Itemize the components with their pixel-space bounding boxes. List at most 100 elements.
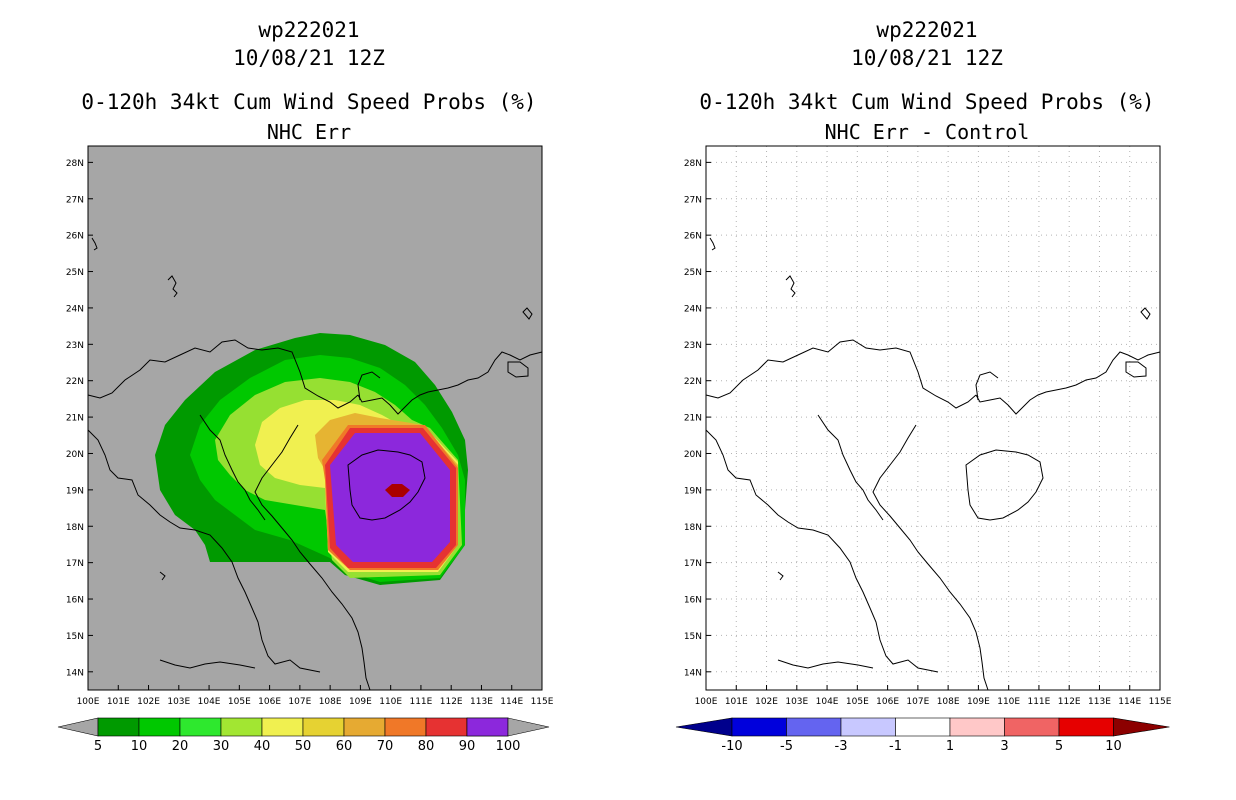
map-frame: [705, 145, 1161, 691]
colorbar-swatch: [1004, 717, 1060, 737]
lat-label: 23N: [684, 341, 702, 351]
probability-map: 28N 27N 26N 25N 24N 23N 22N 21N 20N 19N 18N 17N 16N 1…: [57, 145, 554, 754]
product-title: 0-120h 34kt Cum Wind Speed Probs (%): [699, 90, 1155, 114]
coastline-segment: [975, 371, 999, 401]
colorbar-underflow: [57, 717, 99, 737]
lon-label: 109E: [967, 697, 990, 707]
coastline-segment: [872, 424, 989, 691]
lat-label: 15N: [66, 632, 84, 642]
colorbar-overflow: [1113, 717, 1170, 737]
lat-label: 21N: [66, 414, 84, 424]
colorbar-swatch: [138, 717, 181, 737]
lat-label: 17N: [66, 559, 84, 569]
coastline-segment: [91, 237, 98, 251]
coastline-segment: [357, 351, 543, 415]
lat-label: 26N: [684, 232, 702, 242]
lat-label: 20N: [684, 450, 702, 460]
lat-label: 26N: [66, 232, 84, 242]
lat-label: 25N: [66, 268, 84, 278]
lat-label: 24N: [684, 304, 702, 314]
valid-time: 10/08/21 12Z: [233, 46, 385, 70]
lon-label: 106E: [876, 697, 899, 707]
colorbar-swatch: [302, 717, 345, 737]
coastline-segment: [167, 275, 178, 298]
lon-label: 108E: [319, 697, 342, 707]
lon-label: 109E: [349, 697, 372, 707]
coastline-segment: [1125, 361, 1147, 378]
contour-100: [330, 433, 450, 562]
lon-label: 115E: [1149, 697, 1172, 707]
colorbar-swatch: [179, 717, 222, 737]
lon-label: 104E: [816, 697, 839, 707]
colorbar-label: 30: [213, 739, 230, 754]
lat-label: 15N: [684, 632, 702, 642]
coastline-segment: [522, 307, 533, 320]
colorbar-swatch: [786, 717, 842, 737]
lat-label: 25N: [684, 268, 702, 278]
lat-label: 28N: [684, 159, 702, 169]
coastline-segment: [87, 339, 359, 409]
lon-label: 103E: [785, 697, 808, 707]
lat-label: 18N: [66, 523, 84, 533]
lon-label: 100E: [695, 697, 718, 707]
right-panel: wp222021 10/08/21 12Z 0-120h 34kt Cum Wi…: [618, 0, 1236, 800]
coastline-segment: [159, 659, 256, 669]
colorbar-label: 100: [496, 739, 521, 754]
lat-label: 21N: [684, 414, 702, 424]
coastline-segment: [87, 429, 321, 673]
colorbar-label: -3: [835, 739, 848, 754]
colorbar-label: 70: [377, 739, 394, 754]
colorbar-label: 5: [1055, 739, 1063, 754]
coastline-segment: [159, 571, 166, 581]
product-subtitle: NHC Err: [266, 120, 352, 144]
map-frame: [87, 145, 543, 691]
product-subtitle: NHC Err - Control: [824, 120, 1030, 144]
colorbar: 5 10 20 30 40 50 60 70 80 90 100: [57, 717, 550, 754]
colorbar-label: -10: [721, 739, 742, 754]
colorbar: -10 -5 -3 -1 1 3 5 10: [675, 717, 1170, 754]
product-title: 0-120h 34kt Cum Wind Speed Probs (%): [81, 90, 537, 114]
difference-map: 28N 27N 26N 25N 24N 23N 22N 21N 20N 19N 18N 17N 16N 1…: [675, 145, 1172, 754]
contour-peak: [385, 484, 410, 497]
lat-label: 28N: [66, 159, 84, 169]
axes: 28N 27N 26N 25N 24N 23N 22N 21N 20N 19N 18N 17N 16N 1…: [684, 159, 1172, 707]
map-background: [706, 146, 1160, 690]
lon-label: 105E: [846, 697, 869, 707]
storm-id: wp222021: [876, 18, 978, 42]
colorbar-overflow: [507, 717, 550, 737]
lat-label: 19N: [66, 486, 84, 496]
colorbar-swatch: [220, 717, 263, 737]
coastline-segment: [777, 659, 874, 669]
lat-label: 18N: [684, 523, 702, 533]
coastline-segment: [705, 429, 939, 673]
lat-label: 16N: [66, 596, 84, 606]
lon-label: 115E: [531, 697, 554, 707]
colorbar-swatch: [840, 717, 896, 737]
colorbar-underflow: [675, 717, 733, 737]
lat-label: 20N: [66, 450, 84, 460]
lon-label: 107E: [906, 697, 929, 707]
lat-label: 27N: [66, 195, 84, 205]
lat-label: 19N: [684, 486, 702, 496]
gridlines: [705, 146, 1161, 690]
axes: 28N 27N 26N 25N 24N 23N 22N 21N 20N 19N 18N 17N 16N 1…: [66, 159, 554, 707]
colorbar-label: 80: [418, 739, 435, 754]
coastlines: [87, 237, 543, 691]
coastline-segment: [965, 449, 1044, 521]
storm-id: wp222021: [258, 18, 360, 42]
lat-label: 24N: [66, 304, 84, 314]
lon-label: 102E: [137, 697, 160, 707]
lat-label: 16N: [684, 596, 702, 606]
lon-label: 100E: [77, 697, 100, 707]
colorbar-label: 90: [459, 739, 476, 754]
colorbar-label: 40: [254, 739, 271, 754]
lon-label: 107E: [288, 697, 311, 707]
colorbar-swatch: [97, 717, 140, 737]
lon-label: 102E: [755, 697, 778, 707]
colorbar-swatch: [949, 717, 1005, 737]
colorbar-swatch: [1058, 717, 1114, 737]
coastlines: [705, 237, 1161, 691]
lat-label: 27N: [684, 195, 702, 205]
colorbar-swatch: [895, 717, 951, 737]
lat-label: 23N: [66, 341, 84, 351]
